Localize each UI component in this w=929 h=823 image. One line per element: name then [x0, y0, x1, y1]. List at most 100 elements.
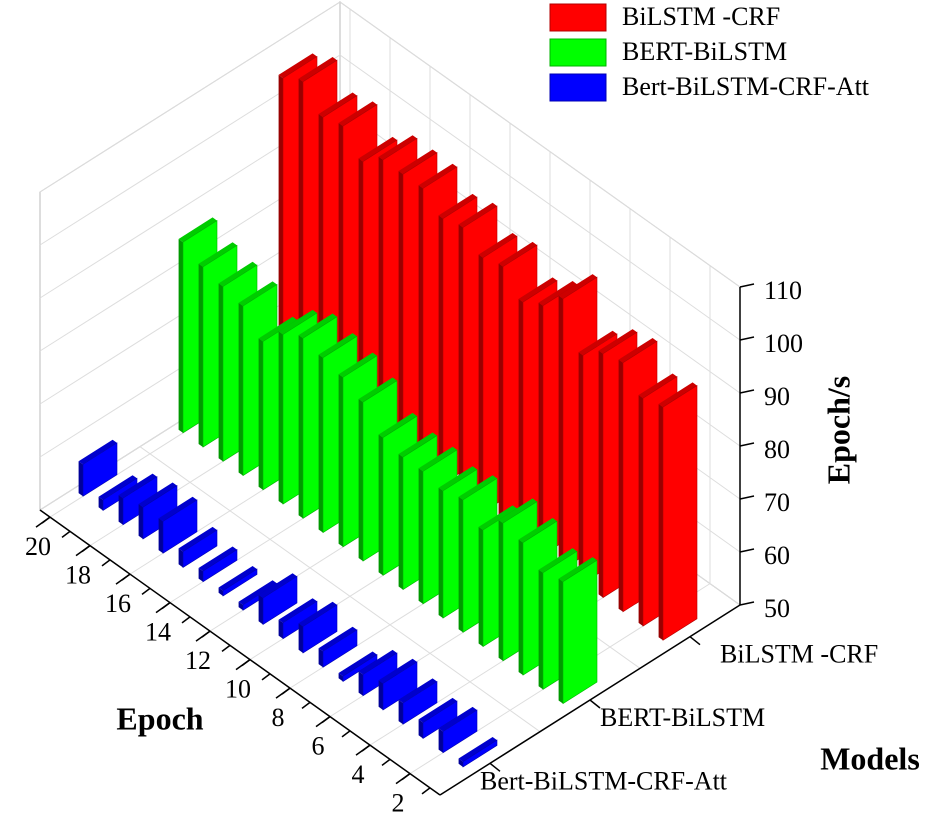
bar-side: [198, 568, 203, 582]
x-tick: [315, 716, 331, 728]
bar-top: [598, 329, 637, 354]
x-tick: [395, 773, 411, 785]
bar-top: [238, 281, 277, 306]
bar-top: [258, 573, 297, 598]
x-tick: [275, 687, 291, 699]
bar-top: [358, 377, 397, 403]
x-tick: [35, 516, 51, 528]
bar-top: [138, 482, 177, 508]
bar-side: [398, 699, 403, 725]
x-tick-label: 8: [272, 703, 285, 732]
z-tick-label: BERT-BiLSTM: [600, 703, 765, 732]
bar-top: [178, 526, 217, 552]
bar-top: [498, 498, 537, 524]
bar-top: [298, 313, 337, 339]
bar-top: [358, 136, 397, 162]
grid-line: [339, 1, 741, 288]
bar-side: [398, 454, 403, 590]
bar: [462, 739, 498, 768]
bar-top: [198, 546, 237, 572]
x-minor-tick: [261, 673, 271, 681]
y-tick: [739, 495, 755, 500]
bar-top: [558, 557, 597, 582]
y-tick-label: 100: [764, 329, 803, 358]
x-tick-label: 2: [392, 789, 405, 818]
bar-side: [538, 302, 543, 555]
bar: [182, 529, 218, 569]
x-minor-tick: [301, 701, 311, 709]
bar-top: [558, 274, 597, 299]
bar-side: [338, 374, 343, 547]
bar-top: [338, 651, 377, 677]
bar-top: [398, 678, 437, 703]
y-tick: [739, 601, 755, 606]
x-tick: [115, 573, 131, 585]
z-tick-label: Bert-BiLSTM-CRF-Att: [480, 766, 728, 795]
legend: BiLSTM -CRF BERT-BiLSTM Bert-BiLSTM-CRF-At…: [549, 2, 870, 102]
bar-side: [78, 461, 83, 497]
bar-side: [218, 587, 223, 596]
x-minor-tick: [181, 616, 191, 624]
bar-side: [358, 399, 363, 562]
bar-side: [138, 504, 143, 539]
x-tick: [155, 602, 171, 614]
bar-top: [378, 412, 417, 438]
x-minor-tick: [101, 559, 111, 567]
bar-side: [658, 404, 663, 641]
y-tick-label: 80: [764, 435, 790, 464]
grid-line: [39, 1, 341, 193]
bar-side: [618, 359, 623, 612]
y-tick: [739, 283, 755, 288]
bar-top: [418, 446, 457, 472]
x-minor-tick: [421, 787, 431, 795]
bar-top: [498, 241, 537, 267]
bar-side: [278, 619, 283, 639]
bars: [78, 53, 698, 768]
bar-side: [438, 215, 443, 484]
bar: [82, 442, 118, 497]
x-tick-label: 14: [145, 618, 171, 647]
x-tick-label: 6: [312, 732, 325, 761]
z-tick: [689, 636, 701, 646]
y-tick: [739, 336, 755, 341]
bar-side: [458, 224, 463, 498]
bar-top: [438, 466, 477, 491]
bar-side: [178, 548, 183, 568]
bar-side: [378, 156, 383, 441]
bar-side: [578, 352, 583, 584]
x-axis-title: Epoch: [116, 700, 203, 736]
x-tick-label: 12: [185, 646, 211, 675]
legend-label: Bert-BiLSTM-CRF-Att: [622, 72, 870, 101]
bar-side: [498, 520, 503, 661]
bar-side: [178, 239, 183, 433]
bar-side: [518, 539, 523, 676]
x-tick: [355, 744, 371, 756]
bar-top: [178, 217, 217, 243]
y-tick: [739, 442, 755, 447]
bar-top: [658, 382, 697, 408]
legend-label: BERT-BiLSTM: [622, 37, 787, 66]
x-minor-tick: [141, 587, 151, 595]
bar-side: [98, 496, 103, 511]
bar-top: [278, 309, 317, 335]
bar-side: [458, 758, 463, 767]
y-tick-label: 90: [764, 382, 790, 411]
x-minor-tick: [341, 730, 351, 738]
bar-side: [418, 185, 423, 470]
bar-side: [538, 569, 543, 690]
z-tick: [589, 699, 601, 709]
bar-side: [378, 680, 383, 710]
bar-side: [498, 263, 503, 527]
x-tick-label: 16: [105, 589, 131, 618]
bar-top: [458, 475, 497, 500]
bar-side: [158, 518, 163, 554]
bar-side: [478, 254, 483, 513]
bar: [202, 549, 238, 583]
bar: [262, 575, 298, 626]
y-tick: [739, 389, 755, 394]
x-tick-label: 4: [352, 760, 365, 789]
bar: [662, 385, 698, 641]
bar-top: [378, 135, 417, 160]
bar-side: [398, 171, 403, 456]
bar: [162, 499, 198, 554]
